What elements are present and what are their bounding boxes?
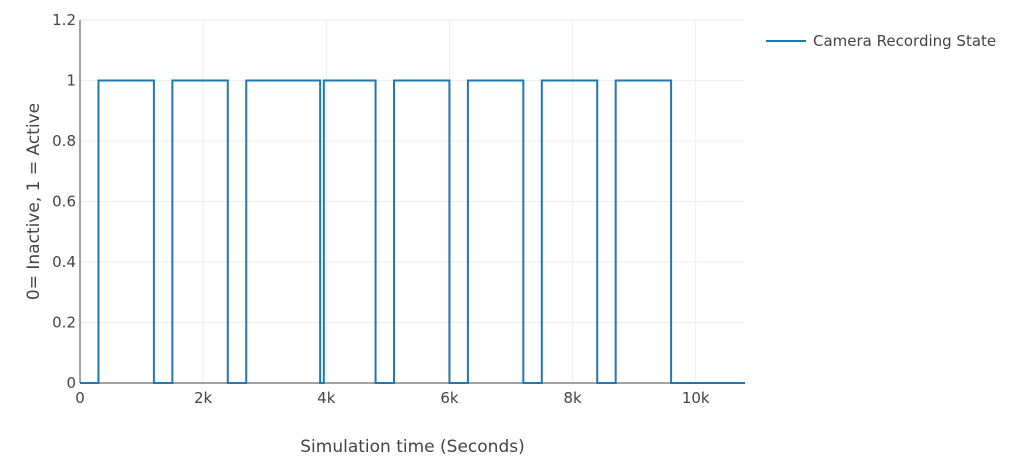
x-tick-label: 8k [563,389,582,407]
tick-labels: 0 0.2 0.4 0.6 0.8 1 1.2 0 2k 4k 6k 8k 10k [52,11,710,407]
y-axis-title: 0= Inactive, 1 = Active [24,103,44,300]
axes [79,20,745,384]
series-line-camera-recording-state [80,79,745,384]
x-tick-label: 4k [317,389,336,407]
x-tick-label: 6k [440,389,459,407]
legend-label: Camera Recording State [813,32,996,50]
y-tick-label: 1.2 [52,11,76,29]
y-tick-label: 1 [66,72,76,90]
y-tick-label: 0.6 [52,193,76,211]
x-tick-label: 2k [194,389,213,407]
series-layer [80,79,745,384]
legend[interactable]: Camera Recording State [766,32,996,50]
y-tick-label: 0 [66,374,76,392]
grid-lines [80,19,745,383]
y-tick-label: 0.4 [52,253,76,271]
x-tick-label: 10k [682,389,710,407]
y-tick-label: 0.2 [52,314,76,332]
y-tick-label: 0.8 [52,132,76,150]
x-tick-label: 0 [75,389,85,407]
x-axis-title: Simulation time (Seconds) [300,437,524,457]
